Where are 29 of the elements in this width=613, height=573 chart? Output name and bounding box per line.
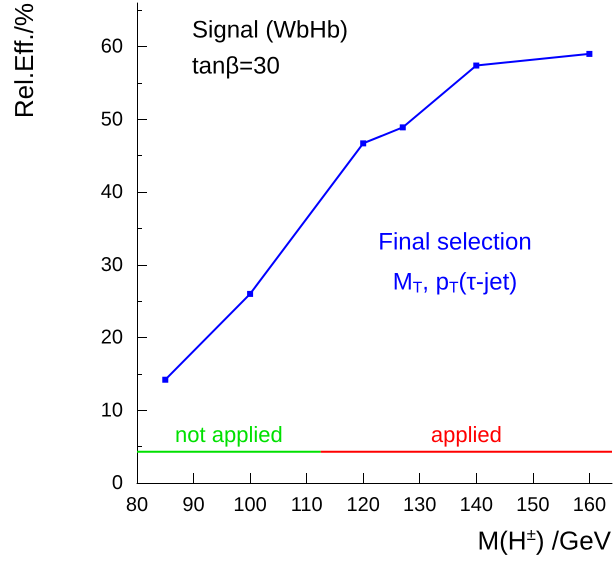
x-tick-label: 160 <box>572 494 606 516</box>
x-tick-label: 90 <box>182 494 205 516</box>
y-tick-label: 20 <box>100 326 123 349</box>
x-tick-label: 140 <box>460 494 493 516</box>
y-tick-label: 50 <box>100 108 123 130</box>
annotation: tanβ=30 <box>192 52 280 80</box>
y-tick-label: 30 <box>100 254 123 276</box>
x-axis-title: M(H$^{±}$) /GeV <box>477 525 611 556</box>
y-tick-label: 0 <box>112 472 123 494</box>
point <box>400 124 406 130</box>
x-tick-label: 100 <box>233 494 267 516</box>
point <box>247 290 254 297</box>
series-label: applied <box>430 422 502 448</box>
y-tick-label: 10 <box>100 399 123 422</box>
annotation: Signal (WbHb) <box>192 16 348 44</box>
point <box>360 140 366 146</box>
x-tick-label: 150 <box>516 494 550 516</box>
series-label: not applied <box>175 422 283 448</box>
x-tick-label: 110 <box>290 494 323 516</box>
point <box>162 376 168 383</box>
point <box>473 62 480 69</box>
annotation: Final selection <box>378 228 532 256</box>
y-tick-label: 40 <box>100 181 123 204</box>
y-axis-title: Rel.Eff./% <box>9 3 39 118</box>
x-tick-label: 120 <box>346 494 380 516</box>
point <box>586 50 592 57</box>
x-tick-label: 80 <box>126 494 148 516</box>
x-tick-label: 130 <box>403 494 436 516</box>
y-tick-label: 60 <box>100 36 123 58</box>
